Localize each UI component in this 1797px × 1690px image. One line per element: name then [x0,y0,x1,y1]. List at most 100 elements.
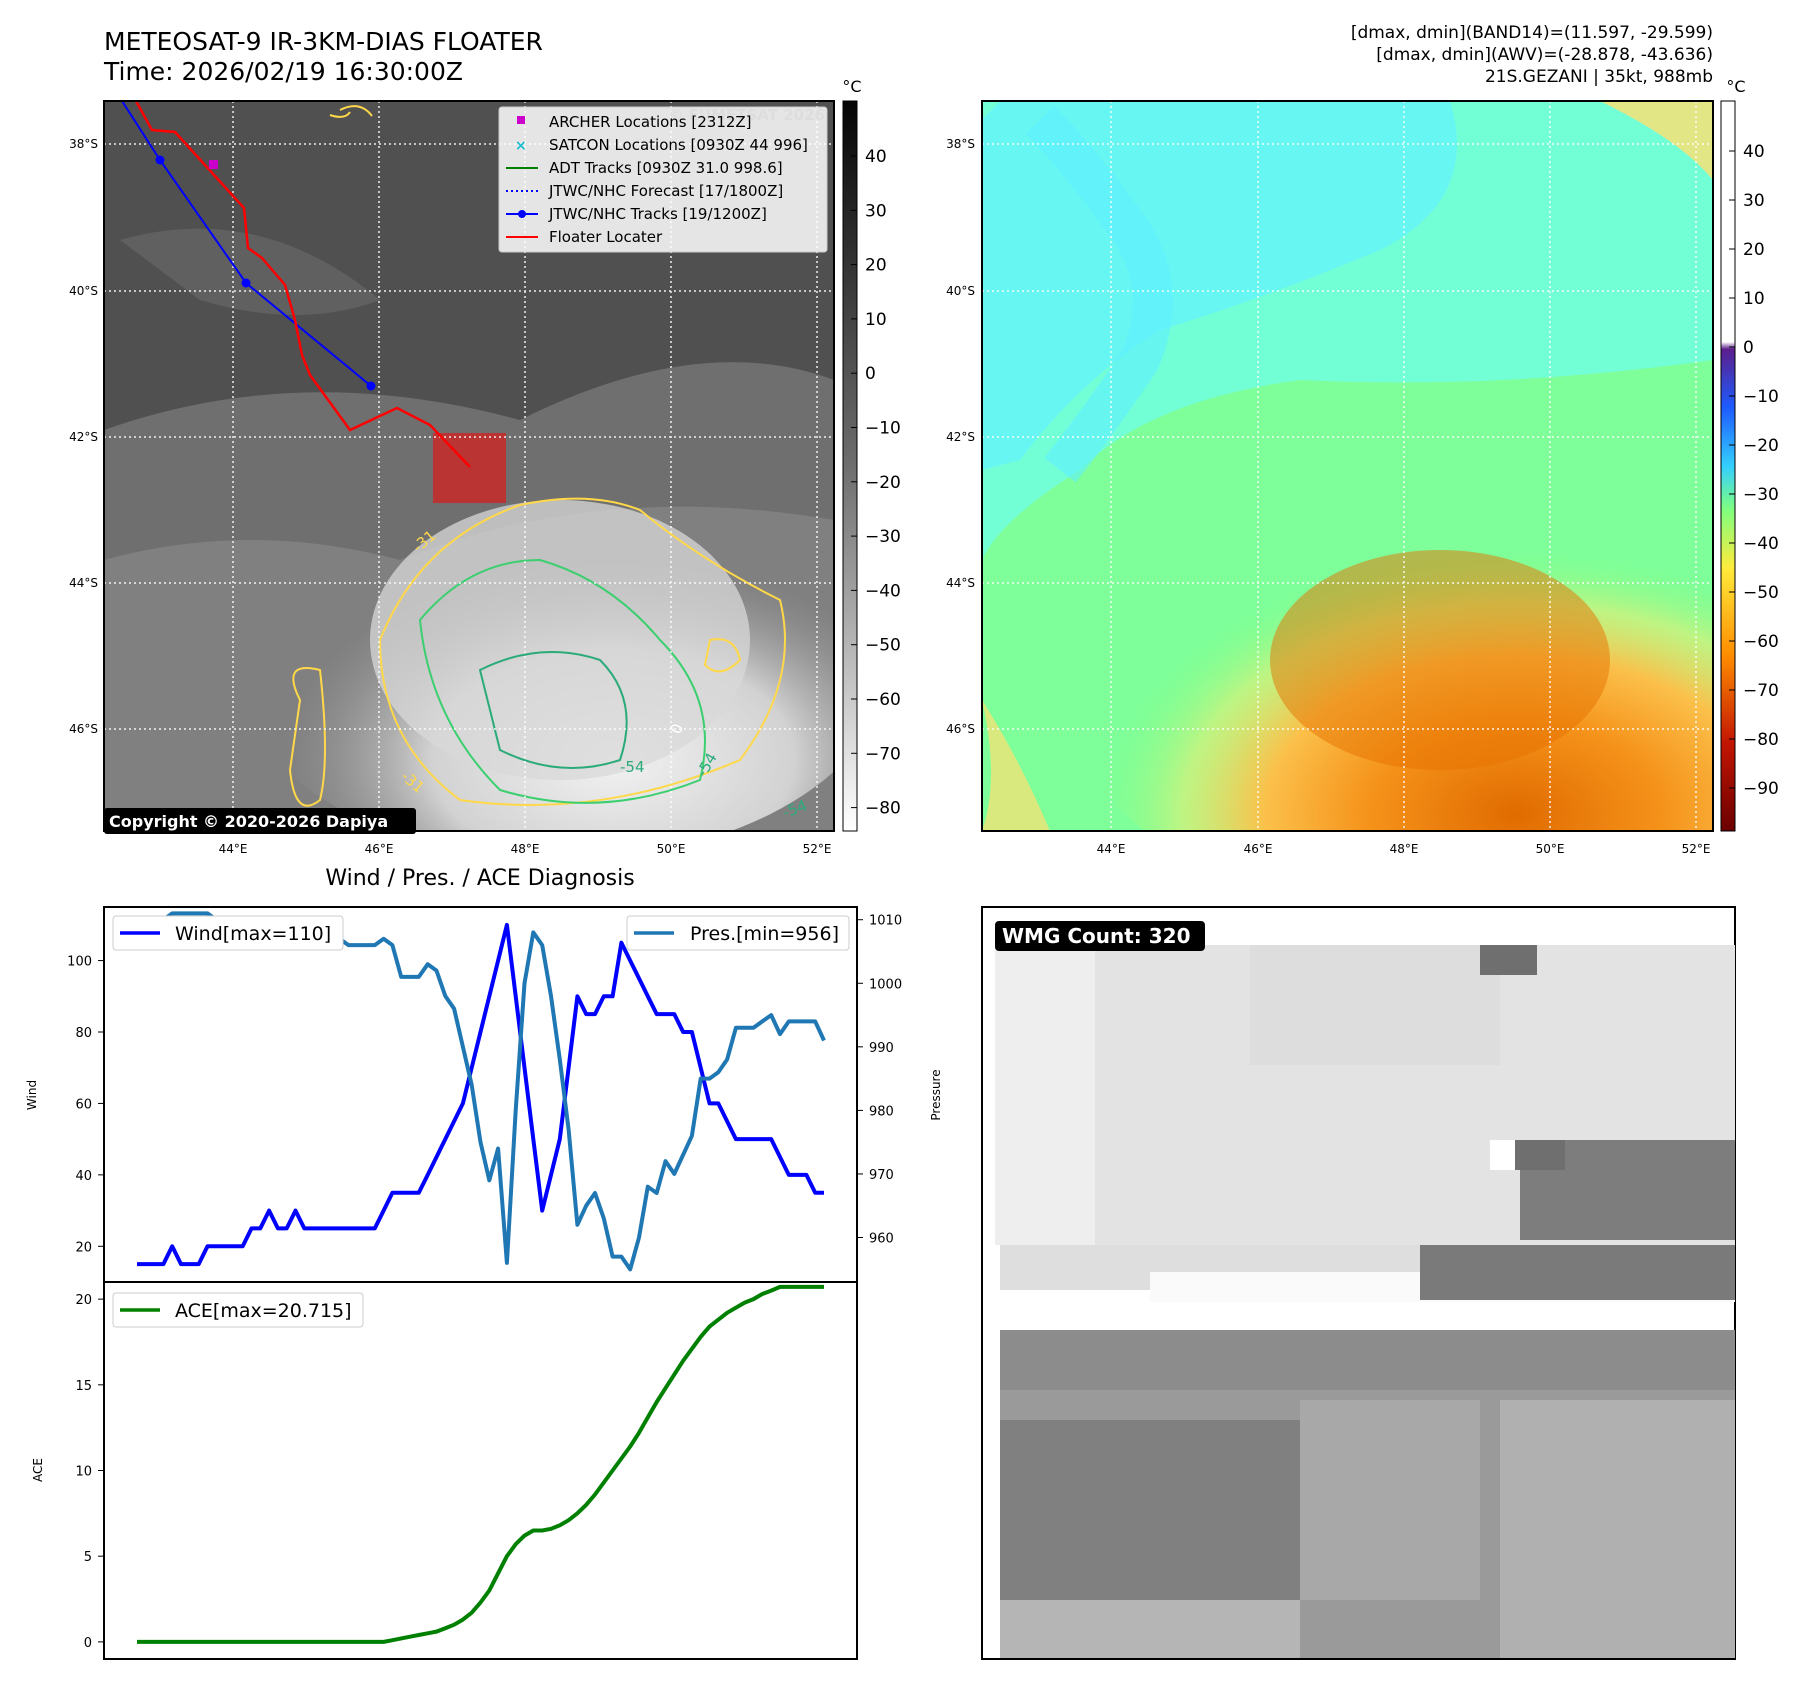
wind-ylabel: Wind [25,1080,39,1110]
ir-colorbar-tick-label: −50 [865,636,901,656]
wv-colorbar-tick-label: −20 [1743,436,1779,456]
lat-label: 40°S [946,284,975,298]
legend-archer: ARCHER Locations [2312Z] [549,113,752,131]
lon-label: 46°E [1244,842,1273,856]
ir-colorbar-tick-label: −20 [865,473,901,493]
lon-label: 50°E [657,842,686,856]
lat-label: 44°S [946,576,975,590]
wind-axis-tick-label: 100 [67,955,92,970]
ir-colorbar-tick-label: −60 [865,690,901,710]
wv-colorbar-tick-label: 40 [1743,142,1765,162]
legend-satcon-symbol: × [515,138,527,154]
wv-colorbar-tick-label: −50 [1743,583,1779,603]
ir-colorbar-tick-label: −30 [865,527,901,547]
lon-label: 48°E [1390,842,1419,856]
lat-label: 42°S [946,430,975,444]
lon-label: 50°E [1536,842,1565,856]
wv-colorbar: °C 40 30 20 10 0 −10 −20 −30 −40 −50 −60 −70 −80 −90 [1720,77,1779,832]
lon-label: 52°E [803,842,832,856]
pressure-axis-tick-label: 990 [869,1041,894,1056]
pressure-axis-tick-label: 980 [869,1104,894,1119]
ace-axis-tick-label: 5 [84,1550,92,1565]
series-line [137,1284,824,1644]
wind-axis-tick-label: 80 [75,1026,92,1041]
ir-colorbar-tick-label: 0 [865,364,876,384]
wv-colorbar-tick-label: −80 [1743,730,1779,750]
ace-axis-tick-label: 15 [75,1379,92,1394]
ace-ylabel: ACE [31,1458,45,1482]
ir-colorbar-tick-label: 20 [865,256,887,276]
lon-label: 44°E [1097,842,1126,856]
lat-label: 44°S [69,576,98,590]
wv-map-panel [982,101,1713,831]
wv-colorbar-unit: °C [1726,77,1745,96]
wind-pressure-chart: 20 40 60 80 100 960 970 980 990 1000 1010 Wind Pre… [25,906,943,1283]
ir-colorbar-tick-label: −40 [865,581,901,601]
wv-colorbar-tick-label: −40 [1743,534,1779,554]
stats-line-3: 21S.GEZANI | 35kt, 988mb [1485,67,1713,87]
ir-colorbar-tick-label: −10 [865,419,901,439]
wmg-count: WMG Count: 320 [1002,924,1191,948]
wind-axis-tick-label: 40 [75,1169,92,1184]
legend-forecast: JTWC/NHC Forecast [17/1800Z] [548,182,783,200]
legend-satcon: SATCON Locations [0930Z 44 996] [549,136,808,154]
watermark-text: © EUMETSAT 2026 [668,106,825,124]
wv-colorbar-tick-label: −60 [1743,632,1779,652]
series-line [137,922,824,1267]
legend-floater: Floater Locater [549,228,663,246]
lon-label: 48°E [511,842,540,856]
lon-label: 44°E [219,842,248,856]
stats-line-2: [dmax, dmin](AWV)=(-28.878, -43.636) [1376,45,1713,65]
pressure-axis-tick-label: 1000 [869,977,902,992]
pressure-ylabel: Pressure [929,1069,943,1120]
legend-tracks: JTWC/NHC Tracks [19/1200Z] [548,205,767,223]
ir-colorbar-tick-label: −70 [865,744,901,764]
wind-axis-tick-label: 20 [75,1240,92,1255]
contour-label: -54 [620,758,645,776]
wmg-panel: WMG Count: 320 [981,906,1736,1660]
lat-label: 38°S [69,137,98,151]
legend-archer-symbol [517,116,525,124]
wv-colorbar-tick-label: 10 [1743,289,1765,309]
lat-label: 46°S [946,722,975,736]
wind-axis-tick-label: 60 [75,1097,92,1112]
figure-time: Time: 2026/02/19 16:30:00Z [103,57,463,86]
wv-colorbar-tick-label: −70 [1743,681,1779,701]
lon-label: 46°E [365,842,394,856]
ir-colorbar-tick-label: 40 [865,147,887,167]
lon-label: 52°E [1682,842,1711,856]
diagnosis-title: Wind / Pres. / ACE Diagnosis [325,866,634,891]
ace-axis-tick-label: 0 [84,1636,92,1651]
lat-label: 42°S [69,430,98,444]
wv-colorbar-tick-label: −10 [1743,387,1779,407]
jtwc-track-line [121,101,372,387]
ir-colorbar-tick-label: 30 [865,201,887,221]
wind-legend: Wind[max=110] [175,923,331,945]
wv-colorbar-tick-label: 20 [1743,240,1765,260]
lat-label: 40°S [69,284,98,298]
copyright-text: Copyright © 2020-2026 Dapiya [109,812,388,831]
pressure-axis-tick-label: 970 [869,1168,894,1183]
pressure-axis-tick-label: 1010 [869,914,902,929]
ace-axis-tick-label: 10 [75,1465,92,1480]
wv-colorbar-tick-label: 0 [1743,338,1754,358]
floater-locater-line [134,101,471,468]
ace-axis-tick-label: 20 [75,1293,92,1308]
lat-label: 38°S [946,137,975,151]
wv-colorbar-tick-label: −90 [1743,779,1779,799]
wv-colorbar-tick-label: −30 [1743,485,1779,505]
ace-chart: 0 5 10 15 20 ACE ACE[max=20.715] [31,1281,858,1660]
stats-line-1: [dmax, dmin](BAND14)=(11.597, -29.599) [1351,23,1713,43]
ir-colorbar-tick-label: −80 [865,799,901,819]
pressure-legend: Pres.[min=956] [690,923,839,945]
archer-marker [209,160,218,169]
lat-label: 46°S [69,722,98,736]
wv-colorbar-tick-label: 30 [1743,191,1765,211]
map-legend: © EUMETSAT 2026 ARCHER Locations [2312Z]… [498,106,828,253]
copyright-box [104,808,416,834]
pressure-axis-tick-label: 960 [869,1232,894,1247]
ir-colorbar: °C 40 30 20 10 0 −10 −20 −30 −40 −50 −60 −70 −80 [842,77,901,832]
figure-title: METEOSAT-9 IR-3KM-DIAS FLOATER [104,27,543,56]
ir-colorbar-tick-label: 10 [865,310,887,330]
